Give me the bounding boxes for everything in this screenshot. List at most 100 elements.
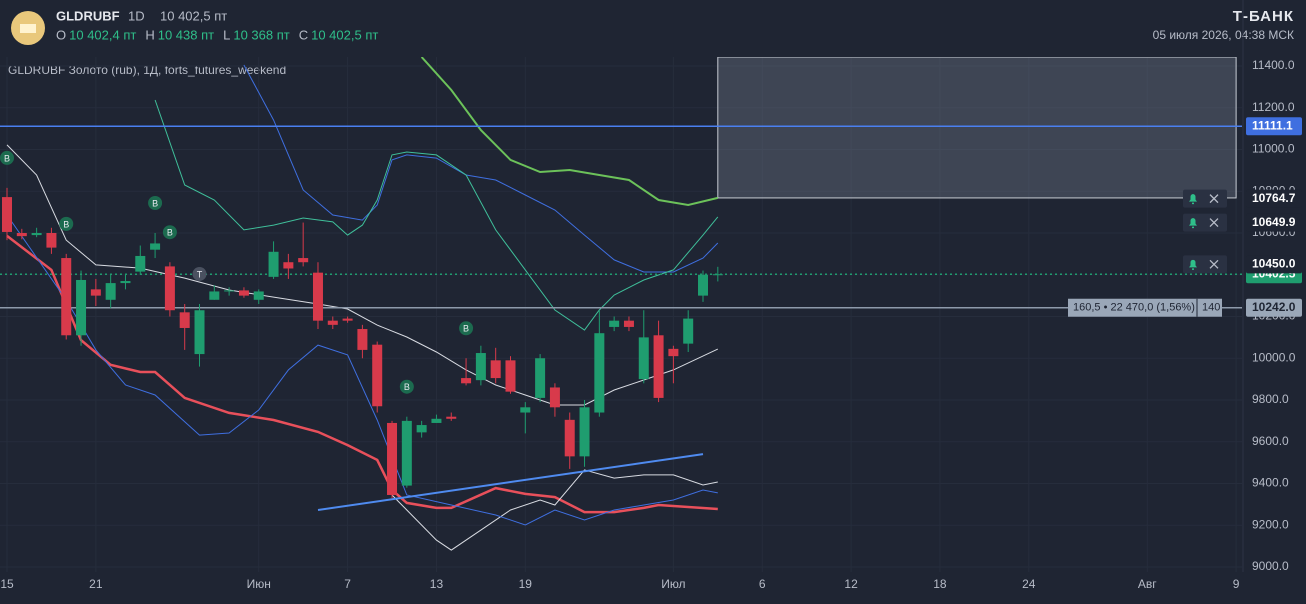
candle-body [76,279,87,336]
price-line-label-box [1246,117,1302,136]
subtitle: GLDRUBF Золото (rub), 1Д, forts_futures_… [8,63,286,77]
candle-body [342,318,353,321]
x-tick-label: 6 [759,577,766,591]
trade-marker [459,321,474,336]
candle-body [579,407,590,457]
alert-label: 10764.7 [1252,191,1296,205]
candle-body [357,329,368,350]
candle-body [327,320,338,325]
indicator-line [243,64,719,273]
y-tick-label: 9200.0 [1252,517,1289,531]
brand: Т-БАНК [1233,8,1294,25]
candle-body [609,320,620,327]
candle-body [61,258,72,336]
trade-marker-label: B [4,153,10,163]
candle-body [638,337,649,380]
x-tick-label: 18 [933,577,947,591]
alert-icon-box [1183,189,1227,208]
candle-body [283,262,294,269]
trade-marker [59,216,74,231]
x-tick-label: 24 [1022,577,1036,591]
candle-body [268,251,279,277]
candle-body [475,353,486,381]
candle-body [698,274,709,296]
x-tick-label: 15 [0,577,14,591]
candle-body [387,422,398,495]
x-tick-label: 12 [844,577,858,591]
y-tick-label: 9000.0 [1252,559,1289,573]
indicator-line [6,234,718,514]
candle-body [164,266,175,311]
candle-body [105,283,116,300]
trade-marker [192,266,207,281]
indicator-line [6,214,718,526]
alert-bell [1189,194,1197,205]
alert-bell [1189,218,1197,229]
candle-body [461,378,472,384]
indicator-line [420,57,719,207]
candle-body [549,387,560,408]
candle-body [16,233,27,237]
trade-marker [162,225,177,240]
price: 10 402,5 пт [160,8,227,23]
trade-marker-label: B [167,228,173,238]
y-tick-label: 9400.0 [1252,476,1289,490]
measure-bars: 140 [1202,302,1220,314]
alert-bell [1189,259,1197,270]
alert-icon-box [1183,255,1227,274]
ohlc-value: 10 368 пт [233,27,289,42]
candle-body [298,258,309,263]
candle-body [135,255,146,272]
candle-body [224,290,235,292]
candle-body [712,274,723,276]
measure-box [1068,298,1222,317]
candle-body [401,420,412,486]
ohlc-key: L [223,27,230,42]
candle-body [90,289,101,296]
trade-marker-label: B [152,198,158,208]
x-tick-label: 21 [89,577,103,591]
alert-close [1209,194,1219,204]
y-tick-label: 11000.0 [1252,142,1295,156]
x-tick-label: 19 [519,577,533,591]
candle-body [431,418,442,423]
measure-line-label-box [1246,298,1302,317]
symbol: GLDRUBF [56,8,120,23]
alert-label: 10450.0 [1252,256,1296,270]
trade-marker-label: T [197,269,203,279]
candle-body [683,318,694,344]
alert-close [1209,218,1219,228]
alert-label-box [1246,255,1302,274]
alert-close [1209,259,1219,269]
candle-body [120,281,131,284]
ohlc-key: C [299,27,308,42]
candle-body [653,335,664,398]
trade-marker [148,196,163,210]
trade-marker-label: B [463,324,469,334]
ohlc-key: O [56,27,66,42]
x-tick-label: Июн [247,577,271,591]
candle-body [594,333,605,413]
ohlc-value: 10 402,5 пт [311,27,378,42]
candle-body [150,243,161,250]
trade-marker-label: B [63,219,69,229]
candle-body [490,360,501,379]
x-tick-label: 7 [344,577,351,591]
candle-body [505,360,516,392]
plot: B B B B T B B [0,57,1242,572]
trade-marker [399,379,414,394]
alert-label-box [1246,213,1302,232]
interval: 1D [128,8,145,23]
y-tick-label: 10000.0 [1252,350,1296,364]
ohlc-value: 10 402,4 пт [69,27,136,42]
zone [717,57,1237,199]
candle-body [372,344,383,407]
indicator-line [391,469,718,551]
candle-body [564,419,575,457]
datetime: 05 июля 2026, 04:38 МСК [1153,28,1294,42]
price-line-label: 11111.1 [1252,118,1293,132]
y-tick-label: 9600.0 [1252,434,1289,448]
x-tick-label: 9 [1233,577,1240,591]
